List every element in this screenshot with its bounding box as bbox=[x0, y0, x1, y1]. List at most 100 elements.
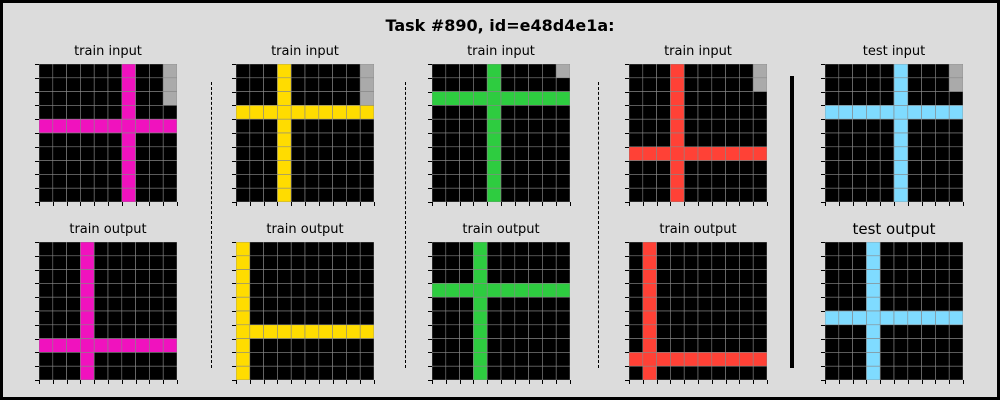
axis-tick bbox=[487, 380, 489, 384]
grid-cell bbox=[249, 324, 264, 339]
grid-cell bbox=[304, 352, 320, 367]
grid-cell bbox=[290, 118, 306, 134]
grid-cell bbox=[670, 187, 685, 202]
axis-tick bbox=[346, 202, 348, 206]
grid-cell bbox=[629, 91, 644, 106]
grid-cell bbox=[866, 283, 881, 298]
grid-cell bbox=[893, 105, 909, 120]
axis-tick bbox=[821, 311, 825, 312]
grid-cell bbox=[432, 310, 447, 326]
grid-cell bbox=[80, 160, 95, 175]
axis-tick bbox=[332, 202, 334, 206]
axis-tick bbox=[428, 202, 432, 203]
axis-tick bbox=[135, 380, 137, 384]
grid-cell bbox=[697, 283, 713, 298]
grid-cell bbox=[52, 91, 67, 106]
grid-cell bbox=[346, 310, 361, 326]
grid-cell bbox=[866, 64, 881, 79]
grid-cell bbox=[921, 269, 936, 284]
axis-tick bbox=[698, 202, 699, 206]
grid-cell bbox=[473, 255, 488, 270]
grid-cell bbox=[670, 160, 685, 175]
axis-tick bbox=[625, 174, 629, 176]
grid-cell bbox=[935, 324, 950, 339]
grid-cell bbox=[445, 174, 460, 189]
grid-cell bbox=[290, 105, 306, 120]
grid-cell bbox=[121, 77, 136, 92]
grid-cell bbox=[711, 296, 726, 312]
grid-cell bbox=[39, 187, 54, 202]
grid-cell bbox=[80, 132, 95, 148]
grid-cell bbox=[107, 255, 123, 270]
grid-cell bbox=[528, 283, 543, 298]
grid-cell bbox=[80, 118, 95, 134]
grid-cell bbox=[149, 174, 164, 189]
grid-cell bbox=[459, 310, 474, 326]
grid-cell bbox=[555, 338, 570, 353]
grid-cell bbox=[528, 242, 543, 257]
grid-cell bbox=[162, 352, 177, 367]
grid-cell bbox=[866, 365, 881, 380]
grid-cell bbox=[555, 352, 570, 367]
grid-cell bbox=[80, 255, 95, 270]
grid-cell bbox=[711, 160, 726, 175]
grid-cell bbox=[304, 105, 320, 120]
grid-cell bbox=[683, 352, 699, 367]
grid-cell bbox=[93, 338, 109, 353]
grid-cell bbox=[66, 255, 81, 270]
grid-cell bbox=[500, 132, 516, 148]
grid-cell bbox=[277, 365, 292, 380]
grid-cell bbox=[697, 242, 713, 257]
grid-cell bbox=[39, 365, 54, 380]
grid-cell bbox=[866, 242, 881, 257]
grid-cell bbox=[332, 146, 347, 161]
grid-cell bbox=[555, 255, 570, 270]
grid-cell bbox=[725, 146, 740, 161]
grid-cell bbox=[162, 187, 177, 202]
grid-cell bbox=[670, 324, 685, 339]
grid-cell bbox=[39, 174, 54, 189]
grid-cell bbox=[459, 324, 474, 339]
grid-cell bbox=[486, 255, 502, 270]
grid-cell bbox=[359, 242, 374, 257]
grid-cell bbox=[249, 132, 264, 148]
pair-divider bbox=[405, 82, 406, 368]
grid-cell bbox=[432, 324, 447, 339]
grid-cell bbox=[948, 338, 963, 353]
grid-cell bbox=[948, 283, 963, 298]
grid-cell bbox=[432, 77, 447, 92]
grid-cell bbox=[121, 64, 136, 79]
grid-cell bbox=[39, 146, 54, 161]
axis-tick bbox=[232, 77, 236, 79]
axis-tick bbox=[232, 366, 236, 368]
grid-cell bbox=[473, 77, 488, 92]
grid-cell bbox=[879, 365, 895, 380]
grid-cell bbox=[149, 255, 164, 270]
grid-cell bbox=[542, 283, 557, 298]
grid-cell bbox=[725, 118, 740, 134]
grid-cell bbox=[642, 187, 657, 202]
grid-cell bbox=[304, 296, 320, 312]
axis-tick bbox=[35, 119, 39, 121]
grid-cell bbox=[473, 296, 488, 312]
axis-tick bbox=[428, 105, 432, 107]
grid-cell bbox=[107, 365, 123, 380]
grid-cell bbox=[332, 310, 347, 326]
grid-cell bbox=[656, 296, 671, 312]
grid-cell bbox=[500, 242, 516, 257]
grid-cell bbox=[752, 160, 767, 175]
grid-cell bbox=[332, 269, 347, 284]
axis-tick bbox=[825, 202, 826, 206]
axis-tick bbox=[684, 380, 686, 384]
axis-tick bbox=[821, 64, 825, 65]
grid-cell bbox=[66, 132, 81, 148]
grid-cell bbox=[542, 118, 557, 134]
grid-cell bbox=[318, 187, 333, 202]
grid-cell bbox=[346, 77, 361, 92]
grid-cell bbox=[683, 283, 699, 298]
grid-cell bbox=[332, 324, 347, 339]
grid-cell bbox=[39, 160, 54, 175]
axis-tick bbox=[963, 202, 964, 206]
grid-cell bbox=[670, 105, 685, 120]
grid-svg bbox=[39, 64, 177, 202]
